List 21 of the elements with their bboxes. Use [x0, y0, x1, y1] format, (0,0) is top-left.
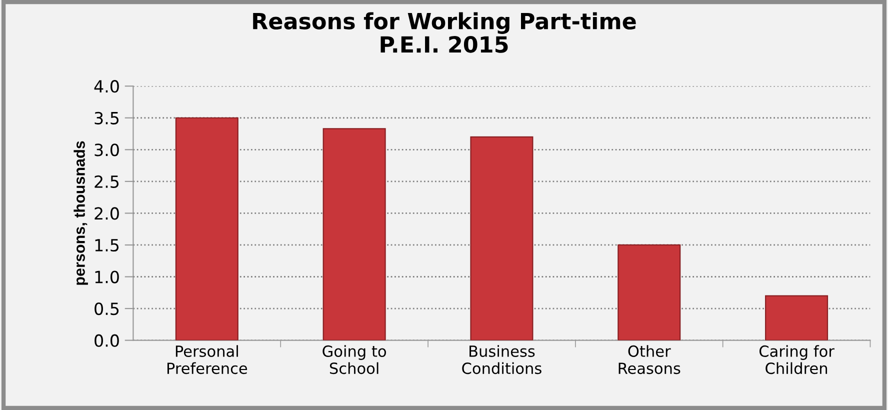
- y-tick-label: 4.0: [94, 80, 119, 93]
- bar: [618, 244, 681, 340]
- x-tick-label: Going to School: [322, 345, 386, 374]
- y-tick-label: 2.5: [94, 175, 119, 188]
- y-tick-label: 2.0: [94, 207, 119, 220]
- x-tick-label: Personal Preference: [167, 345, 248, 374]
- y-axis-title: persons, thousnads: [74, 141, 88, 285]
- chart-title: Reasons for Working Part-time P.E.I. 2015: [253, 12, 636, 53]
- x-tick-label: Business Conditions: [462, 345, 542, 374]
- y-tick-label: 0.5: [94, 302, 119, 316]
- y-tick-label: 3.5: [94, 112, 119, 124]
- bar: [470, 136, 534, 340]
- y-tick-label: 1.0: [95, 270, 119, 284]
- y-tick-label: 3.0: [94, 144, 119, 156]
- bar: [322, 128, 386, 340]
- x-tick-label: Other Reasons: [618, 345, 680, 374]
- bar: [765, 295, 828, 340]
- y-tick-label: 1.5: [95, 239, 119, 252]
- x-tick-label: Caring for Children: [759, 345, 834, 374]
- bar: [175, 117, 238, 340]
- y-tick-label: 0.0: [94, 334, 119, 347]
